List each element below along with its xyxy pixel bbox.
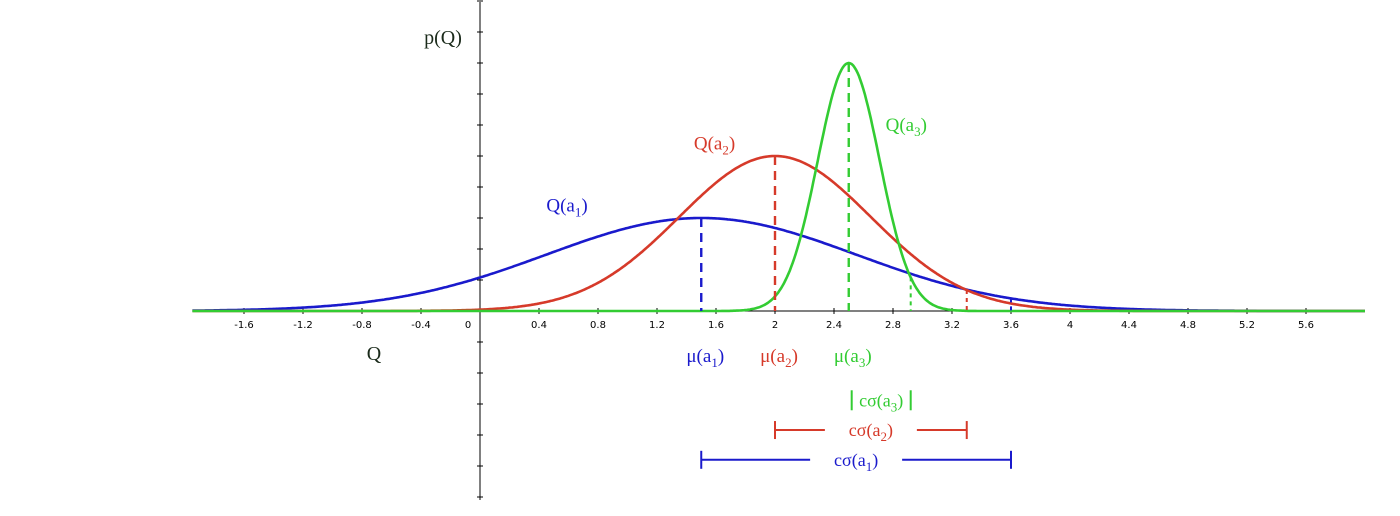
x-tick-label: 2 xyxy=(772,320,778,331)
x-tick-label: 5.6 xyxy=(1298,320,1314,331)
x-tick-label: -1.6 xyxy=(234,320,254,331)
curves xyxy=(192,61,1365,313)
sigma-brackets xyxy=(700,390,1012,469)
x-tick-label: -0.8 xyxy=(352,320,372,331)
x-tick-label: 1.6 xyxy=(708,320,724,331)
axes xyxy=(195,2,1352,500)
x-tick-label: 0.4 xyxy=(531,320,547,331)
y-axis-label: p(Q) xyxy=(424,27,462,49)
x-tick-label: 2.4 xyxy=(826,320,842,331)
curve-3 xyxy=(192,61,1365,313)
x-tick-label: 3.2 xyxy=(944,320,960,331)
sigma-label-2: cσ(a2) xyxy=(849,420,893,444)
x-tick-label: 1.2 xyxy=(649,320,665,331)
x-tick-label: 0.8 xyxy=(590,320,606,331)
x-tick-label: 5.2 xyxy=(1239,320,1255,331)
curve-label-2: Q(a2) xyxy=(694,134,735,158)
x-tick-label: 4.4 xyxy=(1121,320,1137,331)
mu-label-3: μ(a3) xyxy=(834,346,872,370)
sigma-label-1: cσ(a1) xyxy=(834,450,878,474)
x-axis-label: Q xyxy=(367,343,382,365)
x-tick-label: 0 xyxy=(465,320,471,331)
labels: Q(a1) μ(a1) cσ(a1) Q(a2) μ(a2) cσ(a2) Q(a3) μ(a… xyxy=(546,115,927,474)
x-tick-label: -0.4 xyxy=(411,320,431,331)
mu-label-1: μ(a1) xyxy=(686,346,724,370)
x-tick-label: 3.6 xyxy=(1003,320,1019,331)
x-tick-label: -1.2 xyxy=(293,320,313,331)
x-tick-label: 4 xyxy=(1067,320,1073,331)
curve-label-1: Q(a1) xyxy=(546,196,587,220)
mean-lines xyxy=(700,63,1012,311)
x-ticks: -1.6 -1.2 -0.8 -0.4 0 0.4 0.8 1.2 1.6 2 2.4 2.8 3.2 3… xyxy=(234,308,1314,331)
y-ticks xyxy=(477,0,483,498)
x-tick-label: 2.8 xyxy=(885,320,901,331)
curve-1 xyxy=(192,216,1365,313)
curve-2 xyxy=(192,154,1365,313)
x-tick-label: 4.8 xyxy=(1180,320,1196,331)
mu-label-2: μ(a2) xyxy=(760,346,798,370)
curve-label-3: Q(a3) xyxy=(886,115,927,139)
sigma-label-3: cσ(a3) xyxy=(859,390,903,414)
